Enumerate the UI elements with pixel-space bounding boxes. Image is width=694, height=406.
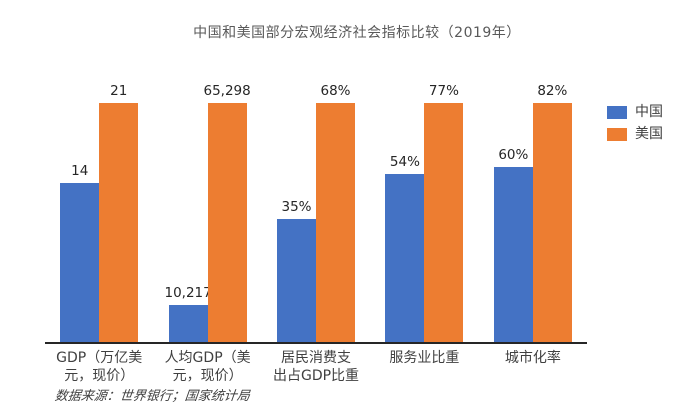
bar-value-label: 82% — [537, 83, 568, 99]
bar-usa: 77% — [424, 83, 464, 342]
bar-value-label: 14 — [71, 163, 89, 179]
x-axis-label: 城市化率 — [504, 350, 561, 366]
bar-value-label: 10,217 — [164, 285, 212, 301]
x-axis-labels: GDP（万亿美 元，现价） 人均GDP（美 元，现价） 居民消费支 出占GDP比重 服… — [45, 349, 587, 385]
bar-china: 35% — [277, 199, 317, 342]
bar-china: 14 — [60, 163, 100, 342]
x-axis-label: GDP（万亿美 元，现价） — [56, 350, 143, 384]
bar-value-label: 68% — [320, 83, 351, 99]
bar-value-label: 35% — [281, 199, 312, 215]
legend-swatch-china — [607, 106, 627, 119]
bar-value-label: 65,298 — [203, 83, 251, 99]
source-note: 数据来源：世界银行；国家统计局 — [54, 389, 251, 404]
bar-usa: 82% — [532, 83, 572, 342]
chart-group: 14 21 — [45, 83, 153, 342]
bar-usa: 21 — [99, 83, 139, 342]
bar-usa: 65,298 — [203, 83, 251, 342]
chart-group: 60% 82% — [479, 83, 587, 342]
legend-item-china: 中国 — [607, 105, 663, 120]
x-axis-label: 服务业比重 — [389, 350, 460, 366]
bar-value-label: 21 — [110, 83, 128, 99]
bar-value-label: 77% — [428, 83, 459, 99]
bar-china: 54% — [385, 154, 425, 342]
legend: 中国 美国 — [607, 105, 663, 149]
bar-value-label: 54% — [389, 154, 420, 170]
legend-item-usa: 美国 — [607, 127, 663, 142]
x-axis-label: 人均GDP（美 元，现价） — [164, 350, 251, 384]
plot-area: 14 21 10,217 65,298 35% 68% 54% 77% 60% 82% — [45, 83, 587, 344]
chart-title: 中国和美国部分宏观经济社会指标比较（2019年） — [193, 25, 521, 41]
chart-group: 35% 68% — [262, 83, 370, 342]
bar-china: 10,217 — [164, 285, 212, 342]
bar-value-label: 60% — [498, 147, 529, 163]
legend-label-usa: 美国 — [635, 126, 663, 142]
x-axis-label: 居民消费支 出占GDP比重 — [272, 350, 360, 384]
legend-swatch-usa — [607, 128, 627, 141]
legend-label-china: 中国 — [635, 104, 663, 120]
chart-group: 54% 77% — [370, 83, 478, 342]
bar-china: 60% — [493, 147, 533, 342]
chart-group: 10,217 65,298 — [153, 83, 261, 342]
bar-usa: 68% — [316, 83, 356, 342]
